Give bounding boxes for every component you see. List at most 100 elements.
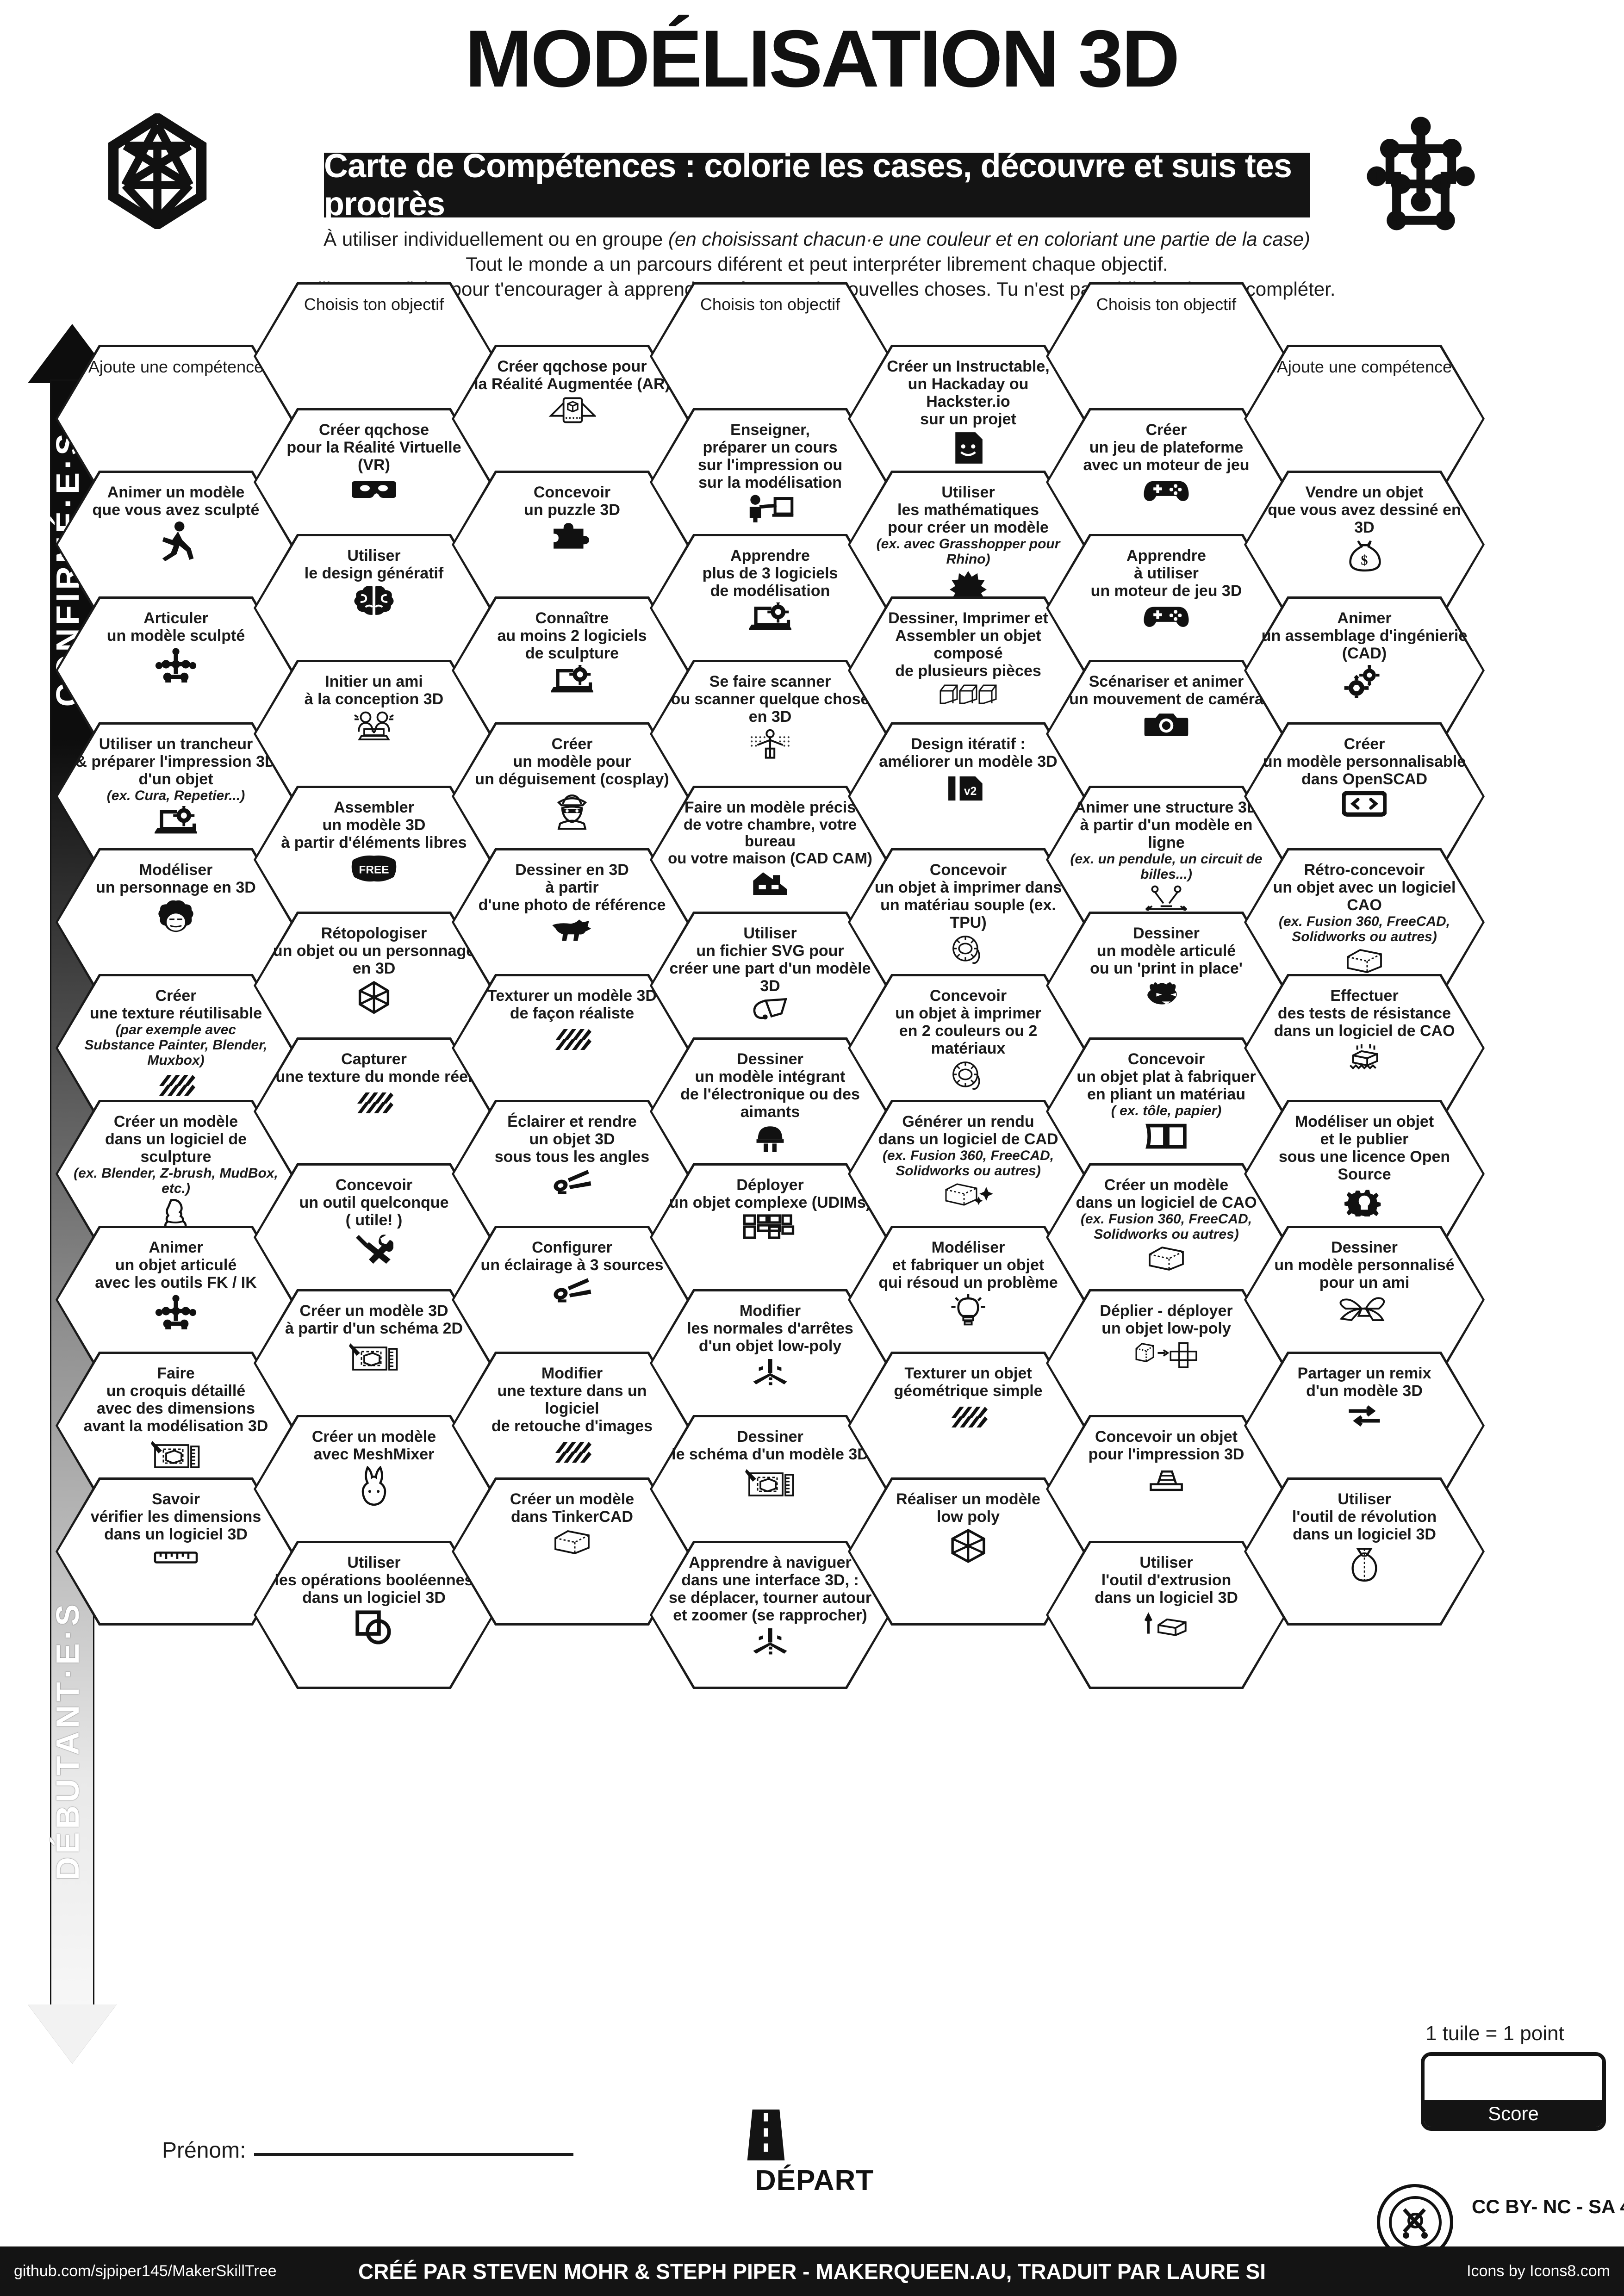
skill-tile[interactable]: Choisis ton objectif [254,282,494,430]
pendulum-icon [1145,885,1188,911]
tile-fill [850,347,1086,490]
skill-tile[interactable]: Faire un modèle précis de votre chambre, … [650,786,890,934]
score-box[interactable]: Score [1421,2052,1606,2131]
skill-tile[interactable]: Créer un modèle dans un logiciel de CAO (e… [1046,1163,1287,1311]
skill-tile[interactable]: Utiliser les opérations booléennes dans un… [254,1541,494,1689]
skill-tile[interactable]: Créer un Instructable, un Hackaday ou Hac… [848,345,1089,493]
skill-tile[interactable]: Modifier les normales d'arrêtes d'un objet… [650,1289,890,1437]
tile-content: Éclairer et rendre un objet 3D sous tous l… [452,1100,692,1248]
remix-arrows-icon [1343,1402,1386,1429]
skill-tile[interactable]: Modéliser et fabriquer un objet qui résoud… [848,1226,1089,1374]
skill-tile[interactable]: Utiliser l'outil de révolution dans un log… [1244,1477,1485,1626]
skill-tile[interactable]: Effectuer des tests de résistance dans un … [1244,974,1485,1122]
skill-tile[interactable]: Initier un ami à la conception 3D [254,660,494,808]
ruler-icon [154,1546,198,1569]
skill-tile[interactable]: Modéliser un personnage en 3D [56,848,296,996]
skill-tile[interactable]: Dessiner le schéma d'un modèle 3D [650,1415,890,1563]
skill-tile[interactable]: Générer un rendu dans un logiciel de CAD(… [848,1100,1089,1248]
skill-tile[interactable]: Articuler un modèle sculpté [56,596,296,745]
skill-tile[interactable]: Créer une texture réutilisable (par exempl… [56,974,296,1122]
skill-tile[interactable]: Rétopologiser un objet ou un personnage en… [254,912,494,1060]
skill-tile[interactable]: Configurer un éclairage à 3 sources [452,1226,692,1374]
skill-tile[interactable]: Concevoir un objet plat à fabriquer en pli… [1046,1037,1287,1185]
skill-tile[interactable]: Utiliser un trancheur & préparer l'impres… [56,722,296,870]
skill-tile[interactable]: Utiliser les mathématiques pour créer un m… [848,471,1089,619]
skill-tile[interactable]: Choisis ton objectif [650,282,890,430]
tile-content: Configurer un éclairage à 3 sources [452,1226,692,1374]
skill-tile[interactable]: Créer qqchose pour la Réalité Augmentée (… [452,345,692,493]
tile-fill [256,1543,492,1687]
skill-tile[interactable]: Concevoir un objet à imprimer en 2 couleur… [848,974,1089,1122]
skill-tile[interactable]: Animer un assemblage d'ingénierie (CAD) [1244,596,1485,745]
skill-tile[interactable]: Créer qqchose pour la Réalité Virtuelle (… [254,408,494,556]
name-input-line[interactable] [254,2139,574,2156]
github-link[interactable]: github.com/sjpiper145/MakerSkillTree [14,2262,277,2280]
skill-tile[interactable]: Texturer un objet géométrique simple [848,1352,1089,1500]
tile-fill [454,1354,690,1497]
skill-tile[interactable]: Concevoir un objet à imprimer dans un maté… [848,848,1089,996]
skill-tile[interactable]: Concevoir un outil quelconque( utile! ) [254,1163,494,1311]
skill-tile[interactable]: Ajoute une compétence [1244,345,1485,493]
skill-tile[interactable]: Modéliser un objet et le publier sous une … [1244,1100,1485,1248]
intro-text-block: À utiliser individuellement ou en groupe… [296,227,1338,301]
skill-tile[interactable]: Apprendre à utiliser un moteur de jeu 3D [1046,534,1287,682]
skill-tile[interactable]: Créer un jeu de plateforme avec un moteur … [1046,408,1287,556]
tile-content: Créer un modèle dans TinkerCAD [452,1477,692,1626]
skill-tile[interactable]: Modifier une texture dans un logiciel de r… [452,1352,692,1500]
skill-tile[interactable]: Dessiner en 3D à partir d'une photo de réf… [452,848,692,996]
skill-tile[interactable]: Enseigner, préparer un cours sur l'impress… [650,408,890,556]
tile-content: Dessiner un modèle articulé ou un 'print i… [1046,912,1287,1060]
skill-tile[interactable]: Apprendre à naviguer dans une interface 3… [650,1541,890,1689]
skill-tile[interactable]: Utiliser un fichier SVG pour créer une par… [650,912,890,1060]
tile-fill [1048,1040,1284,1183]
skill-tile[interactable]: Créer un modèle pour un déguisement (cospl… [452,722,692,870]
skill-tile[interactable]: Partager un remix d'un modèle 3D [1244,1352,1485,1500]
skill-tile[interactable]: Concevoir un objet pour l'impression 3D [1046,1415,1287,1563]
skill-tile[interactable]: Créer un modèle dans TinkerCAD [452,1477,692,1626]
skill-tile[interactable]: Assembler un modèle 3D à partir d'éléments… [254,786,494,934]
skill-tile[interactable]: Design itératif : améliorer un modèle 3D v… [848,722,1089,870]
skill-tile[interactable]: Scénariser et animer un mouvement de camé… [1046,660,1287,808]
tile-label: Partager un remix d'un modèle 3D [1297,1365,1431,1400]
skill-tile[interactable]: Dessiner un modèle personnalisé pour un am… [1244,1226,1485,1374]
skill-tile[interactable]: Choisis ton objectif [1046,282,1287,430]
tile-label: Apprendre à naviguer dans une interface 3… [668,1554,872,1625]
skill-tile[interactable]: Utiliser le design génératif [254,534,494,682]
skill-tile[interactable]: Capturer une texture du monde réel [254,1037,494,1185]
skill-tile[interactable]: Connaître au moins 2 logiciels de sculptur… [452,596,692,745]
skill-tile[interactable]: Créer un modèle dans un logiciel de sculp… [56,1100,296,1248]
skill-tile[interactable]: Utiliser l'outil d'extrusion dans un logic… [1046,1541,1287,1689]
skill-tile[interactable]: Réaliser un modèle low poly [848,1477,1089,1626]
skill-tile[interactable]: Déplier - déployer un objet low-poly [1046,1289,1287,1437]
name-field-label: Prénom: [162,2138,246,2163]
skill-tile[interactable]: Déployer un objet complexe (UDIMs) [650,1163,890,1311]
tile-label: Ajoute une compétence [1276,357,1452,376]
skill-tile[interactable]: Créer un modèle personnalisable dans OpenS… [1244,722,1485,870]
skill-tile[interactable]: Rétro-concevoir un objet avec un logiciel… [1244,848,1485,996]
skill-tile[interactable]: Ajoute une compétence [56,345,296,493]
tile-fill [256,1166,492,1309]
tile-label: Concevoir un objet pour l'impression 3D [1088,1428,1244,1464]
tile-content: Capturer une texture du monde réel [254,1037,494,1185]
skill-tile[interactable]: Animer un modèle que vous avez sculpté [56,471,296,619]
skill-tile[interactable]: Se faire scanner ou scanner quelque chose… [650,660,890,808]
skill-tile[interactable]: Texturer un modèle 3D de façon réaliste [452,974,692,1122]
skill-tile[interactable]: Apprendre plus de 3 logiciels de modélisat… [650,534,890,682]
skill-tile[interactable]: Vendre un objet que vous avez dessiné en … [1244,471,1485,619]
skill-tile[interactable]: Faire un croquis détaillé avec des dimensi… [56,1352,296,1500]
skill-tile[interactable]: Créer un modèle 3D à partir d'un schéma 2… [254,1289,494,1437]
skill-tile[interactable]: Animer une structure 3D à partir d'un mod… [1046,786,1287,934]
skill-tile[interactable]: Dessiner un modèle intégrant de l'électron… [650,1037,890,1185]
tile-fill [850,1228,1086,1371]
tile-fill [850,976,1086,1120]
skill-tile[interactable]: Concevoir un puzzle 3D [452,471,692,619]
gift-bow-icon [1337,1294,1392,1330]
skill-tile[interactable]: Dessiner un modèle articulé ou un 'print i… [1046,912,1287,1060]
tile-point-note: 1 tuile = 1 point [1425,2022,1564,2045]
skill-tile[interactable]: Animer un objet articulé avec les outils F… [56,1226,296,1374]
skill-tile[interactable]: Savoir vérifier les dimensions dans un log… [56,1477,296,1626]
skill-tile[interactable]: Dessiner, Imprimer et Assembler un objet … [848,596,1089,745]
sketch-ruler-icon [151,1438,201,1472]
skill-tile[interactable]: Créer un modèle avec MeshMixer [254,1415,494,1563]
skill-tile[interactable]: Éclairer et rendre un objet 3D sous tous l… [452,1100,692,1248]
